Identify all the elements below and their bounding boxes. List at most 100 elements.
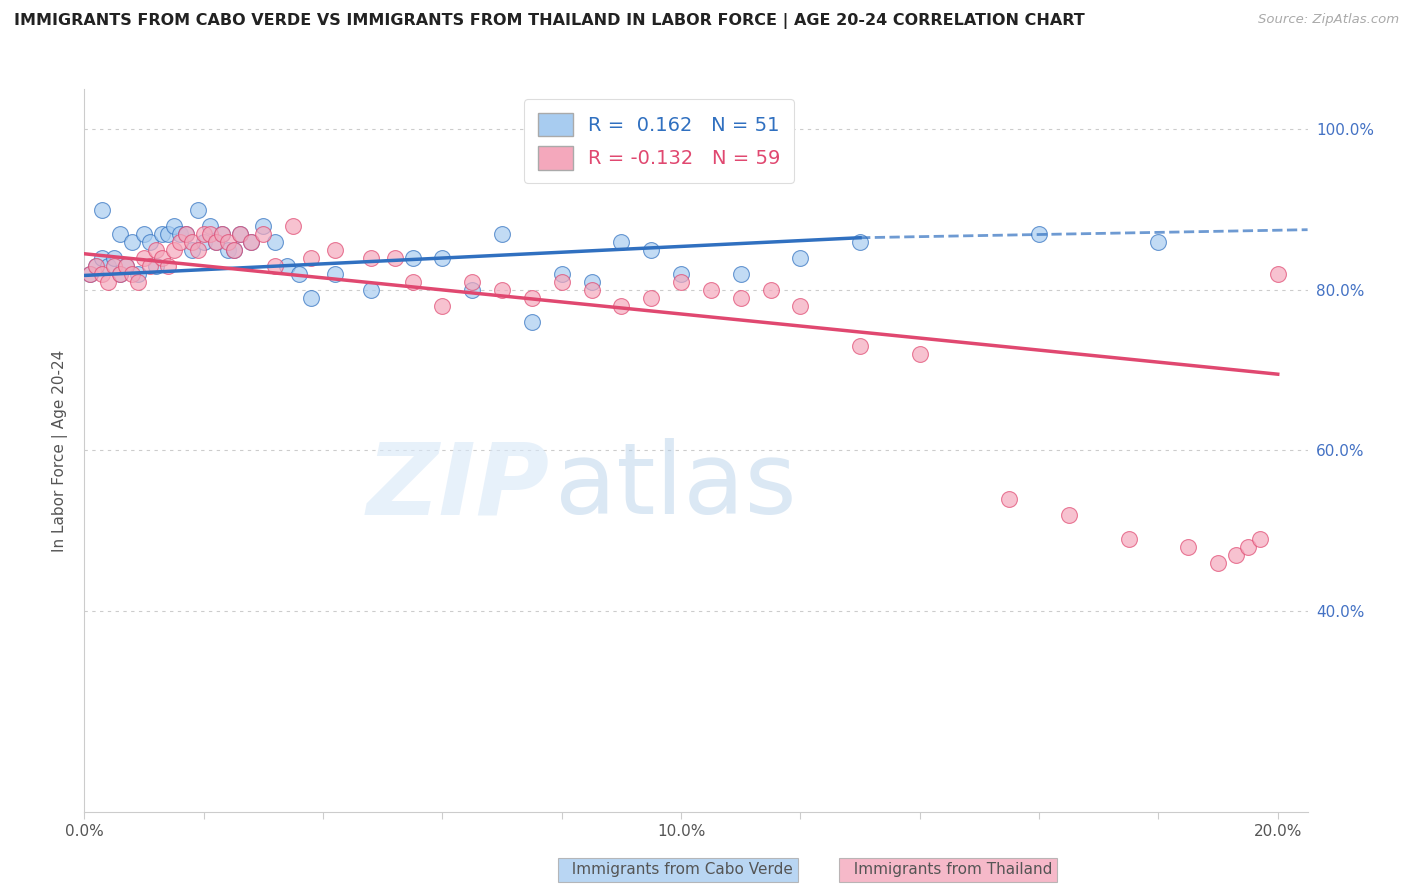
Point (139, 235, 162, 249)
Point (288, 267, 311, 281)
Point (79, 267, 101, 281)
Point (132, 251, 155, 265)
Point (1249, 532, 1271, 546)
Point (156, 259, 179, 273)
Point (401, 275, 423, 289)
Point (401, 251, 423, 265)
Text: ZIP: ZIP (366, 438, 550, 535)
Point (700, 283, 723, 297)
Point (1225, 548, 1247, 562)
Point (79, 267, 101, 281)
Point (276, 259, 298, 273)
Point (581, 283, 603, 297)
Point (789, 251, 811, 265)
Point (193, 227, 215, 241)
Point (1057, 508, 1080, 522)
Text: Source: ZipAtlas.com: Source: ZipAtlas.com (1258, 13, 1399, 27)
Point (103, 251, 125, 265)
Text: Immigrants from Cabo Verde: Immigrants from Cabo Verde (562, 863, 793, 877)
Point (360, 283, 382, 297)
Point (252, 227, 274, 241)
Point (222, 243, 245, 257)
Point (730, 267, 752, 281)
Point (1028, 227, 1050, 241)
Point (127, 267, 149, 281)
Point (169, 227, 191, 241)
Point (323, 243, 346, 257)
Point (187, 243, 209, 257)
Point (222, 243, 245, 257)
Point (198, 219, 221, 233)
Point (150, 227, 173, 241)
Point (121, 235, 143, 249)
Point (849, 235, 872, 249)
Point (610, 299, 633, 313)
Point (180, 243, 202, 257)
Point (323, 267, 346, 281)
Y-axis label: In Labor Force | Age 20-24: In Labor Force | Age 20-24 (52, 350, 69, 551)
Point (610, 235, 633, 249)
Point (640, 291, 662, 305)
Point (1267, 267, 1289, 281)
Point (1206, 556, 1229, 570)
Point (163, 243, 186, 257)
Point (127, 275, 149, 289)
Point (581, 275, 603, 289)
Point (264, 235, 287, 249)
Point (145, 259, 167, 273)
Point (789, 299, 811, 313)
Point (217, 243, 239, 257)
Point (174, 227, 197, 241)
Point (108, 227, 131, 241)
Legend: R =  0.162   N = 51, R = -0.132   N = 59: R = 0.162 N = 51, R = -0.132 N = 59 (524, 99, 794, 184)
Point (97, 259, 120, 273)
Point (91, 267, 114, 281)
Point (228, 227, 250, 241)
Point (252, 219, 274, 233)
Point (115, 259, 138, 273)
Point (1177, 540, 1199, 554)
Point (1147, 235, 1170, 249)
Text: atlas: atlas (555, 438, 797, 535)
Point (211, 227, 233, 241)
Point (669, 275, 692, 289)
Point (198, 227, 221, 241)
Point (156, 227, 179, 241)
Point (121, 267, 143, 281)
Point (145, 243, 167, 257)
Point (461, 283, 484, 297)
Point (240, 235, 263, 249)
Point (228, 227, 250, 241)
Point (97, 275, 120, 289)
Point (491, 283, 513, 297)
Point (283, 219, 305, 233)
Point (132, 227, 155, 241)
Point (299, 251, 322, 265)
Point (91, 202, 114, 217)
Point (551, 267, 574, 281)
Point (908, 347, 931, 361)
Point (108, 267, 131, 281)
Point (240, 235, 263, 249)
Point (187, 202, 209, 217)
Point (193, 235, 215, 249)
Point (849, 339, 872, 353)
Point (180, 235, 202, 249)
Point (551, 275, 574, 289)
Point (669, 267, 692, 281)
Point (84, 259, 107, 273)
Point (360, 251, 382, 265)
Point (204, 235, 226, 249)
Point (217, 235, 239, 249)
Point (520, 291, 543, 305)
Point (384, 251, 406, 265)
Point (640, 243, 662, 257)
Point (520, 315, 543, 329)
Point (730, 291, 752, 305)
Text: Immigrants from Thailand: Immigrants from Thailand (844, 863, 1052, 877)
Point (204, 235, 226, 249)
Point (461, 275, 484, 289)
Point (211, 227, 233, 241)
Point (1118, 532, 1140, 546)
Point (150, 251, 173, 265)
